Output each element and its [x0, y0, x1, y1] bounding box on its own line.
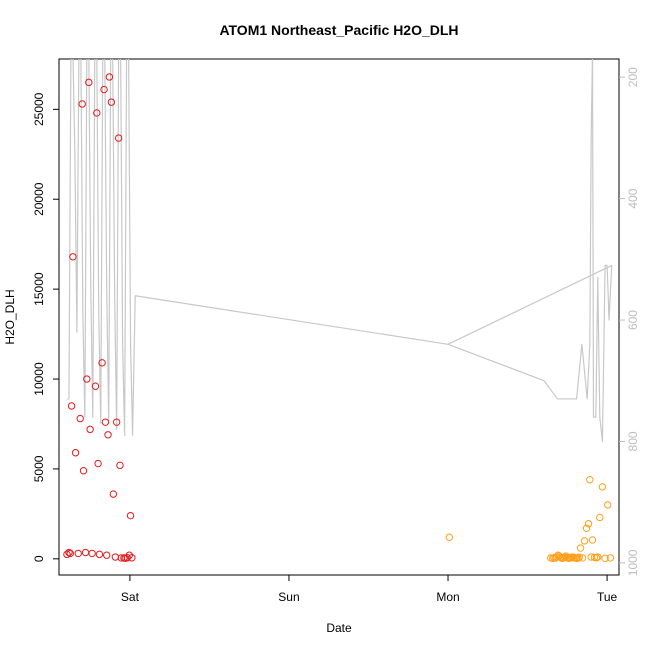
right-tick-label: 200 — [626, 67, 640, 87]
data-point — [123, 554, 131, 562]
data-point — [83, 375, 91, 383]
data-point — [67, 402, 76, 410]
data-point — [69, 253, 77, 261]
data-point — [109, 490, 118, 498]
y-tick-label: 5000 — [32, 455, 46, 482]
right-tick-label: 400 — [626, 188, 640, 208]
data-point — [582, 524, 591, 532]
y-axis-title: H2O_DLH — [3, 289, 17, 344]
data-point — [128, 554, 136, 562]
data-point — [98, 359, 106, 367]
scatter-series-0 — [63, 73, 136, 562]
right-tick-label: 600 — [626, 310, 640, 330]
data-point — [596, 513, 604, 522]
data-point — [88, 549, 96, 558]
data-point — [86, 425, 94, 434]
data-point — [114, 134, 123, 142]
data-point — [93, 109, 101, 117]
data-point — [584, 520, 593, 528]
data-point — [606, 554, 615, 562]
data-point — [112, 418, 121, 426]
data-point — [100, 85, 108, 94]
plot-frame — [58, 58, 620, 576]
data-point — [85, 78, 93, 87]
right-tick-label: 800 — [626, 431, 640, 451]
data-point — [601, 554, 609, 562]
x-tick-label: Sat — [121, 590, 140, 604]
y-tick-label: 20000 — [32, 182, 46, 216]
data-point — [78, 100, 86, 108]
data-point — [103, 551, 111, 559]
data-point — [63, 550, 71, 559]
x-axis-title: Date — [326, 621, 352, 635]
data-point — [104, 431, 112, 439]
data-point — [598, 483, 607, 491]
x-tick-label: Sun — [278, 590, 299, 604]
y-tick-label: 15000 — [32, 272, 46, 306]
data-point — [580, 537, 589, 545]
data-point — [76, 414, 84, 423]
data-point — [79, 467, 88, 475]
data-point — [111, 553, 120, 561]
y-tick-label: 10000 — [32, 362, 46, 396]
scatter-series-1 — [445, 476, 615, 562]
y-tick-label: 0 — [32, 555, 46, 562]
data-point — [66, 549, 74, 558]
data-point — [65, 548, 73, 557]
data-point — [575, 553, 583, 561]
data-point — [81, 548, 90, 557]
plot-layer: Sat Sun Mon Tue 0 5000 10000 15000 20000 25000 200… — [32, 58, 640, 604]
data-point — [126, 511, 135, 520]
profile-line — [66, 59, 613, 443]
data-point — [94, 459, 102, 468]
data-point — [594, 553, 602, 561]
data-point — [101, 418, 110, 426]
data-point — [586, 476, 594, 484]
data-point — [576, 544, 585, 552]
data-point — [604, 501, 612, 509]
data-point — [91, 382, 100, 390]
chart-title: ATOM1 Northeast_Pacific H2O_DLH — [219, 22, 458, 38]
data-point — [116, 461, 124, 470]
data-point — [74, 549, 82, 558]
data-point — [95, 550, 104, 559]
profile-line-group — [66, 59, 613, 443]
data-point — [578, 554, 587, 562]
y-tick-label: 25000 — [32, 92, 46, 126]
data-point — [71, 449, 80, 457]
data-point — [107, 98, 116, 106]
x-tick-label: Tue — [597, 590, 618, 604]
x-tick-label: Mon — [436, 590, 459, 604]
right-tick-label: 1000 — [626, 549, 640, 576]
data-point — [588, 536, 597, 544]
data-point — [574, 554, 582, 562]
data-point — [445, 533, 454, 541]
data-point — [105, 73, 114, 81]
